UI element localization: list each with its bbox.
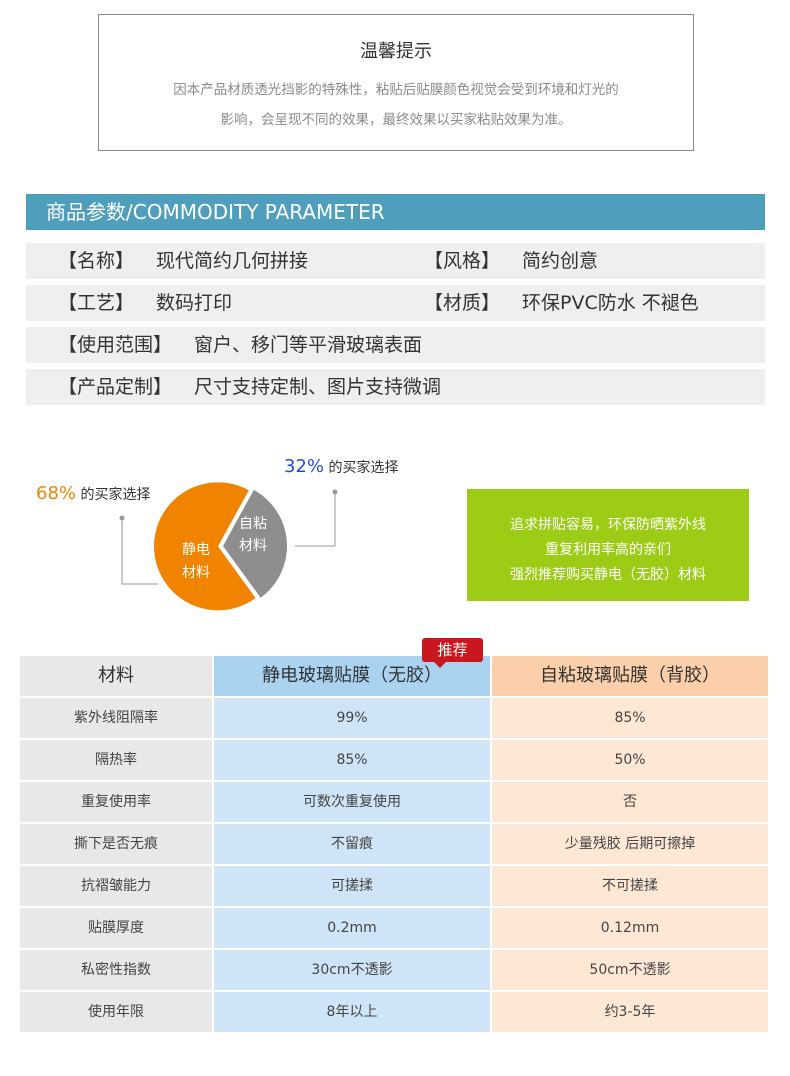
static-film-value: 不留痕 bbox=[214, 824, 490, 864]
table-header-row: 材料 静电玻璃贴膜（无胶） 自粘玻璃贴膜（背胶） bbox=[20, 656, 768, 698]
adhesive-film-value: 0.12mm bbox=[492, 908, 768, 948]
row-label: 撕下是否无痕 bbox=[20, 824, 212, 864]
adhesive-film-value: 少量残胶 后期可擦掉 bbox=[492, 824, 768, 864]
promo-line-2: 重复利用率高的亲们 bbox=[545, 542, 671, 558]
adhesive-film-value: 约3-5年 bbox=[492, 992, 768, 1032]
recommend-badge: 推荐 bbox=[422, 638, 483, 668]
notice-line-1: 因本产品材质透光挡影的特殊性，粘贴后贴膜颜色视觉会受到环境和灯光的 bbox=[173, 82, 619, 98]
row-label: 隔热率 bbox=[20, 740, 212, 780]
static-film-value: 30cm不透影 bbox=[214, 950, 490, 990]
notice-title: 温馨提示 bbox=[360, 41, 432, 62]
promo-line-3: 强烈推荐购买静电（无胶）材料 bbox=[510, 567, 706, 583]
notice-text: 因本产品材质透光挡影的特殊性，粘贴后贴膜颜色视觉会受到环境和灯光的 影响，会呈现… bbox=[111, 75, 681, 135]
param-value: 数码打印 bbox=[156, 292, 233, 314]
static-film-value: 85% bbox=[214, 740, 490, 780]
leader-line-left bbox=[121, 518, 158, 585]
param-value: 简约创意 bbox=[522, 250, 599, 272]
adhesive-film-value: 50cm不透影 bbox=[492, 950, 768, 990]
leader-lines bbox=[119, 489, 338, 585]
param-value: 窗户、移门等平滑玻璃表面 bbox=[194, 334, 423, 356]
param-key: 【名称】 bbox=[58, 250, 135, 272]
row-label: 抗褶皱能力 bbox=[20, 866, 212, 906]
table-row: 抗褶皱能力 可搓揉 不可搓揉 bbox=[20, 866, 768, 908]
table-row: 隔热率 85% 50% bbox=[20, 740, 768, 782]
callout-adhesive: 32% 的买家选择 bbox=[284, 456, 398, 477]
table-row: 紫外线阻隔率 99% 85% bbox=[20, 698, 768, 740]
header-material: 材料 bbox=[20, 656, 212, 696]
callout-static-text: 的买家选择 bbox=[80, 487, 151, 503]
slice-label-self-adhesive-2: 材料 bbox=[239, 538, 267, 554]
param-key: 【工艺】 bbox=[58, 292, 135, 314]
row-label: 重复使用率 bbox=[20, 782, 212, 822]
row-label: 紫外线阻隔率 bbox=[20, 698, 212, 738]
param-row: 【工艺】 数码打印 【材质】 环保PVC防水 不褪色 bbox=[26, 285, 765, 321]
callout-adhesive-text: 的买家选择 bbox=[328, 460, 399, 476]
pie-slice-static bbox=[154, 482, 256, 611]
leader-line-right bbox=[295, 492, 336, 547]
param-key: 【产品定制】 bbox=[58, 376, 173, 398]
slice-label-static-2: 材料 bbox=[182, 565, 210, 581]
table-row: 撕下是否无痕 不留痕 少量残胶 后期可擦掉 bbox=[20, 824, 768, 866]
table-row: 私密性指数 30cm不透影 50cm不透影 bbox=[20, 950, 768, 992]
table-row: 重复使用率 可数次重复使用否 bbox=[20, 782, 768, 824]
adhesive-film-value: 85% bbox=[492, 698, 768, 738]
header-static-film: 静电玻璃贴膜（无胶） bbox=[214, 656, 490, 696]
pie-chart: 自粘 材料 静电 材料 bbox=[154, 482, 287, 611]
adhesive-film-value: 50% bbox=[492, 740, 768, 780]
adhesive-film-value: 否 bbox=[492, 782, 768, 822]
param-key: 【材质】 bbox=[424, 292, 501, 314]
params-header: 商品参数/COMMODITY PARAMETER bbox=[26, 194, 765, 230]
adhesive-film-value: 不可搓揉 bbox=[492, 866, 768, 906]
callout-static: 68% 的买家选择 bbox=[36, 483, 150, 504]
row-label: 使用年限 bbox=[20, 992, 212, 1032]
param-value: 现代简约几何拼接 bbox=[156, 250, 309, 272]
param-value: 尺寸支持定制、图片支持微调 bbox=[194, 376, 442, 398]
slice-label-self-adhesive-1: 自粘 bbox=[239, 516, 267, 532]
param-row: 【产品定制】 尺寸支持定制、图片支持微调 bbox=[26, 369, 765, 405]
static-film-value: 可搓揉 bbox=[214, 866, 490, 906]
static-film-value: 可数次重复使用 bbox=[214, 782, 490, 822]
static-film-value: 0.2mm bbox=[214, 908, 490, 948]
promo-box: 追求拼贴容易，环保防晒紫外线 重复利用率高的亲们 强烈推荐购买静电（无胶）材料 bbox=[467, 489, 749, 601]
param-row: 【名称】 现代简约几何拼接 【风格】 简约创意 bbox=[26, 243, 765, 279]
param-row: 【使用范围】 窗户、移门等平滑玻璃表面 bbox=[26, 327, 765, 363]
param-key: 【使用范围】 bbox=[58, 334, 173, 356]
slice-label-static-1: 静电 bbox=[182, 542, 210, 558]
notice-line-2: 影响，会呈现不同的效果，最终效果以买家粘贴效果为准。 bbox=[220, 112, 572, 128]
callout-static-percent: 68% bbox=[36, 483, 77, 504]
pie-slice-self-adhesive bbox=[223, 489, 287, 598]
table-row: 贴膜厚度 0.2mm 0.12mm bbox=[20, 908, 768, 950]
header-adhesive-film: 自粘玻璃贴膜（背胶） bbox=[492, 656, 768, 696]
row-label: 私密性指数 bbox=[20, 950, 212, 990]
static-film-value: 99% bbox=[214, 698, 490, 738]
table-row: 使用年限 8年以上 约3-5年 bbox=[20, 992, 768, 1034]
callout-adhesive-percent: 32% bbox=[284, 456, 325, 477]
param-value: 环保PVC防水 不褪色 bbox=[522, 292, 699, 314]
notice-box: 温馨提示 因本产品材质透光挡影的特殊性，粘贴后贴膜颜色视觉会受到环境和灯光的 影… bbox=[98, 14, 694, 151]
comparison-table: 材料 静电玻璃贴膜（无胶） 自粘玻璃贴膜（背胶） 紫外线阻隔率 99% 85% 隔热率… bbox=[20, 656, 768, 1034]
promo-line-1: 追求拼贴容易，环保防晒紫外线 bbox=[510, 517, 706, 533]
static-film-value: 8年以上 bbox=[214, 992, 490, 1032]
param-key: 【风格】 bbox=[424, 250, 501, 272]
row-label: 贴膜厚度 bbox=[20, 908, 212, 948]
